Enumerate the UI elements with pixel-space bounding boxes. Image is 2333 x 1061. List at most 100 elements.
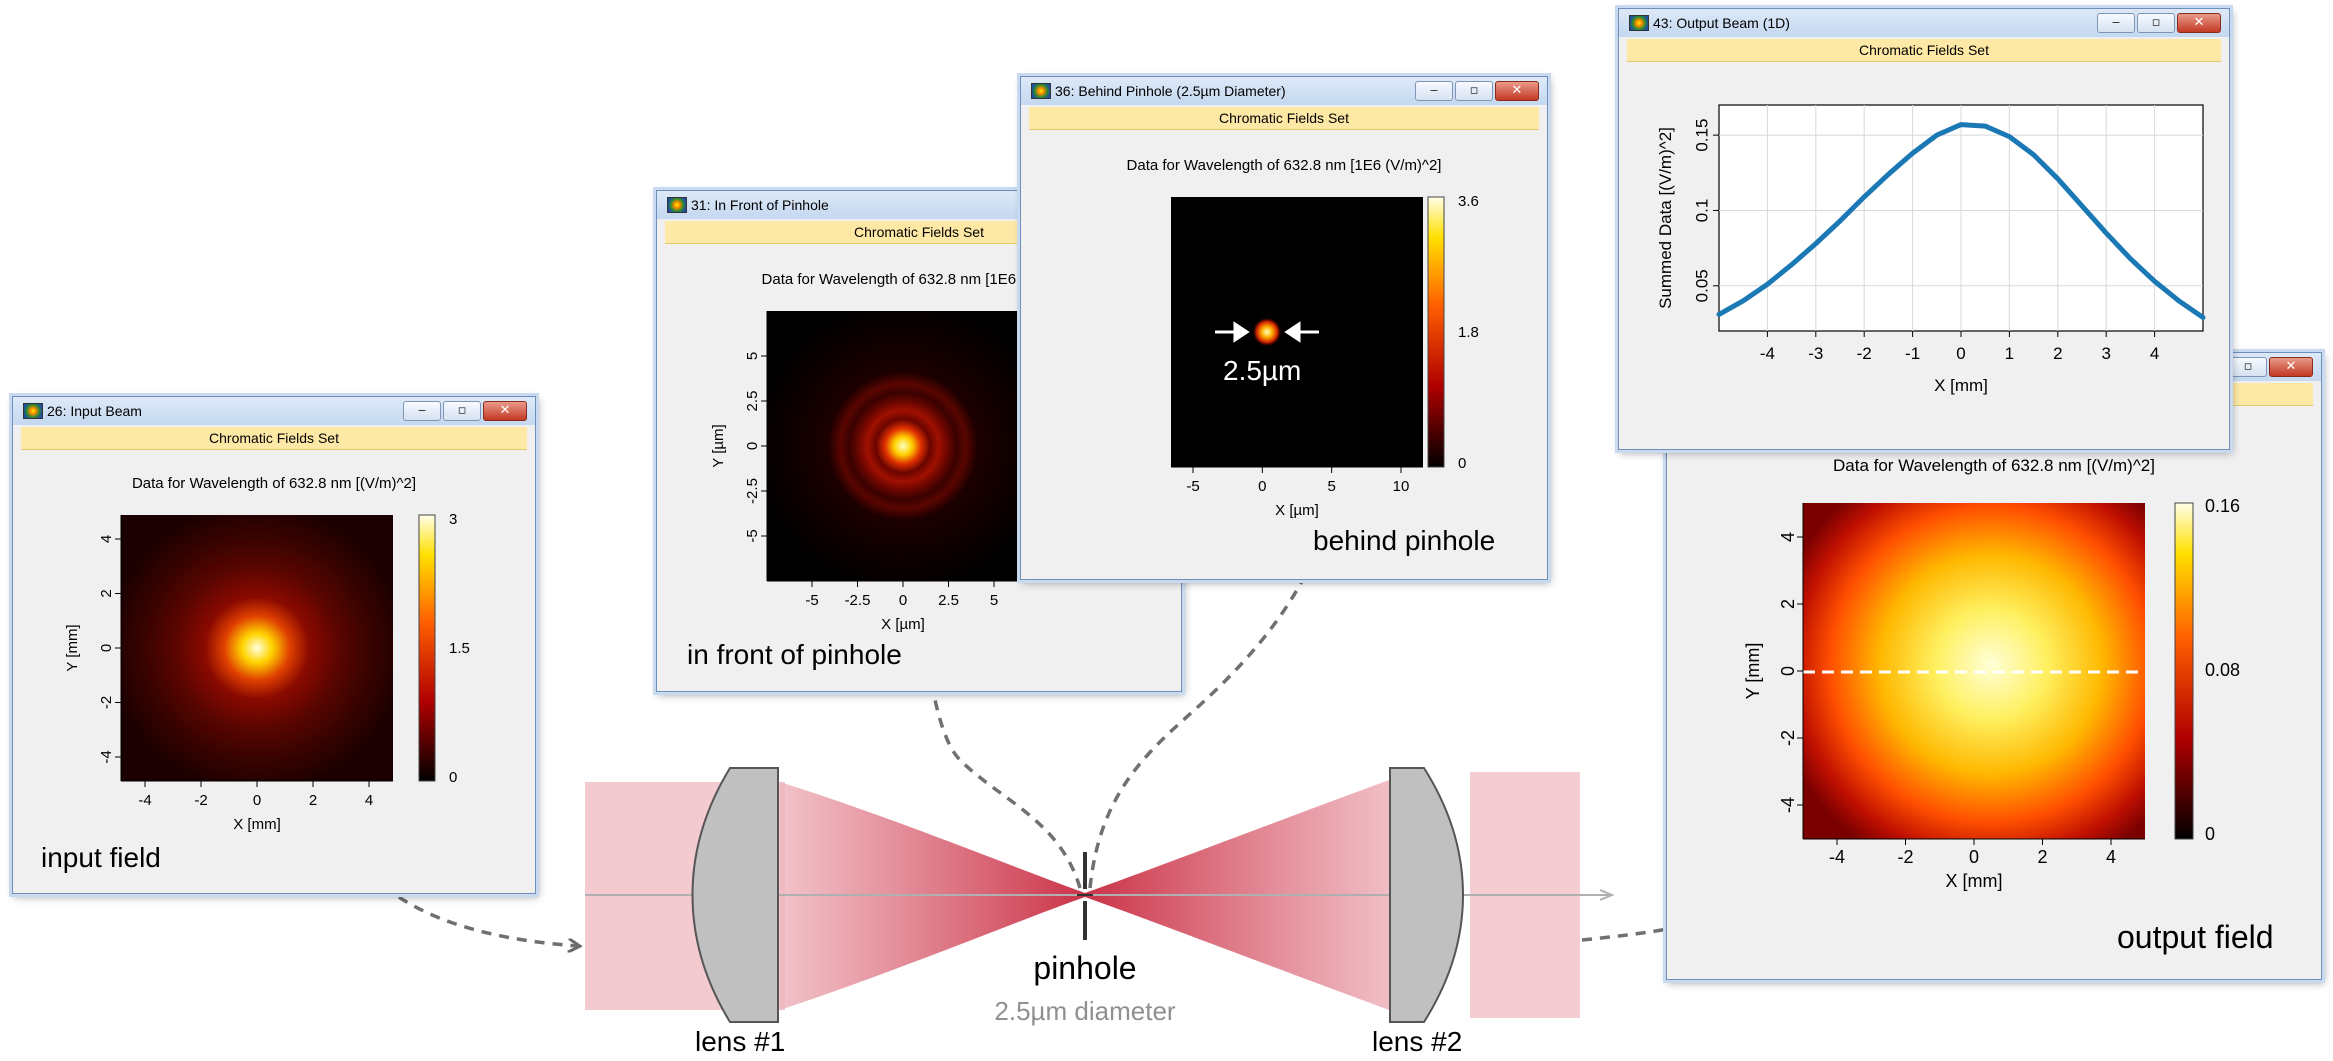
- window-output-field[interactable]: ‒ ▫ ✕ Data for Wavelength of 632.8 nm [(…: [1666, 352, 2322, 980]
- app-icon: [23, 403, 43, 419]
- y-tick-label: -2: [98, 696, 115, 709]
- y-axis-label: Y [µm]: [710, 424, 727, 467]
- window-title: 26: Input Beam: [47, 403, 142, 419]
- field-plot: -4 -2 0 2 4 X [mm] 4 2 0 -2 -4 Y [mm] 3 1.5 0: [64, 511, 470, 833]
- series-line-0: [1716, 122, 2206, 320]
- colorbar: [1427, 196, 1445, 468]
- y-tick-label: -2.5: [744, 478, 761, 504]
- app-icon: [1629, 15, 1649, 31]
- x-tick-label: 0: [899, 592, 907, 609]
- x-tick-label: 4: [2106, 847, 2116, 867]
- caption: in front of pinhole: [687, 639, 902, 670]
- y-tick-label: 0.15: [1692, 119, 1711, 152]
- x-tick-label: 4: [2150, 344, 2159, 363]
- minimize-button[interactable]: ‒: [1415, 81, 1453, 101]
- minimize-button[interactable]: ‒: [403, 401, 441, 421]
- field-plot: -5 0 5 10 X [µm] 3.6 1.8 0: [1171, 193, 1479, 519]
- data-label: Data for Wavelength of 632.8 nm [(V/m)^2…: [1833, 456, 2155, 475]
- titlebar[interactable]: 26: Input Beam ‒ ▫ ✕: [13, 397, 535, 425]
- minimize-icon: ‒: [417, 403, 427, 418]
- grid: [1719, 105, 2203, 331]
- y-axis-label: Summed Data [(V/m)^2]: [1656, 127, 1675, 309]
- minimize-icon: ‒: [1429, 83, 1439, 98]
- close-button[interactable]: ✕: [1495, 81, 1539, 101]
- x-tick-label: -4: [138, 792, 151, 809]
- close-button[interactable]: ✕: [483, 401, 527, 421]
- y-tick-label: 2.5: [744, 391, 761, 412]
- fields-set-bar: Chromatic Fields Set: [1029, 107, 1539, 130]
- x-tick-label: 0: [1969, 847, 1979, 867]
- x-tick-label: 3: [2101, 344, 2110, 363]
- y-axis-label: Y [mm]: [64, 624, 81, 671]
- window-title: 36: Behind Pinhole (2.5µm Diameter): [1055, 83, 1286, 99]
- x-tick-label: -2: [1897, 847, 1913, 867]
- x-tick-label: -2: [194, 792, 207, 809]
- x-tick-label: -4: [1760, 344, 1775, 363]
- colorbar: [418, 514, 436, 782]
- lens-1-label: lens #1: [695, 1026, 786, 1057]
- close-icon: ✕: [2193, 15, 2205, 30]
- line-chart: -4 -3 -2 -1 0 1 2 3 4 0.15 0.1 0.05 X [mm] Summed Dat…: [1656, 104, 2206, 395]
- colorbar-tick-label: 1.5: [449, 640, 470, 657]
- x-tick-label: -5: [805, 592, 818, 609]
- x-tick-label: -5: [1186, 478, 1199, 495]
- lens-2-label: lens #2: [1372, 1026, 1463, 1057]
- colorbar-tick-label: 0.16: [2205, 496, 2240, 516]
- x-tick-label: 1: [2005, 344, 2014, 363]
- colorbar-tick-label: 0: [1458, 455, 1466, 472]
- window-title: 31: In Front of Pinhole: [691, 197, 829, 213]
- x-tick-label: 0: [1956, 344, 1965, 363]
- window-input-beam[interactable]: 26: Input Beam ‒ ▫ ✕ Chromatic Fields Se…: [12, 396, 536, 894]
- x-tick-label: 2: [309, 792, 317, 809]
- window-behind-pinhole[interactable]: 36: Behind Pinhole (2.5µm Diameter) ‒ ▫ …: [1020, 76, 1548, 580]
- x-axis-label: X [mm]: [233, 816, 281, 833]
- data-label: Data for Wavelength of 632.8 nm [(V/m)^2…: [131, 475, 417, 492]
- colorbar-tick-label: 0.08: [2205, 660, 2240, 680]
- field-plot: -4 -2 0 2 4 X [mm] 4 2 0 -2 -4 Y [mm] 0.16 0.08 0: [1743, 496, 2240, 891]
- diameter-annotation: 2.5µm: [1223, 355, 1302, 386]
- fields-set-bar: Chromatic Fields Set: [1627, 39, 2221, 62]
- y-axis-label: Y [mm]: [1743, 643, 1763, 700]
- x-tick-label: -2.5: [845, 592, 871, 609]
- diameter-arrows: [1215, 321, 1319, 343]
- maximize-button[interactable]: ▫: [2137, 13, 2175, 33]
- titlebar[interactable]: 36: Behind Pinhole (2.5µm Diameter) ‒ ▫ …: [1021, 77, 1547, 105]
- y-tick-label: -4: [98, 750, 115, 763]
- maximize-icon: ▫: [2151, 15, 2161, 30]
- maximize-icon: ▫: [1469, 83, 1479, 98]
- x-tick-label: 2.5: [938, 592, 959, 609]
- window-output-beam-1d[interactable]: 43: Output Beam (1D) ‒ ▫ ✕ Chromatic Fie…: [1618, 8, 2230, 450]
- minimize-button[interactable]: ‒: [2097, 13, 2135, 33]
- x-axis-label: X [mm]: [1934, 376, 1988, 395]
- titlebar[interactable]: 43: Output Beam (1D) ‒ ▫ ✕: [1619, 9, 2229, 37]
- lens-1: [691, 767, 779, 1023]
- y-tick-label: -4: [1778, 797, 1798, 813]
- x-tick-label: 0: [253, 792, 261, 809]
- x-tick-label: 0: [1258, 478, 1266, 495]
- close-button[interactable]: ✕: [2269, 357, 2313, 377]
- pinhole-label: pinhole: [1033, 950, 1137, 986]
- close-icon: ✕: [2285, 359, 2297, 374]
- x-axis-label: X [mm]: [1946, 871, 2003, 891]
- colorbar-tick-label: 3.6: [1458, 193, 1479, 210]
- maximize-button[interactable]: ▫: [1455, 81, 1493, 101]
- plot-ticks: -5 0 5 10 X [µm] 3.6 1.8 0: [1186, 193, 1479, 519]
- maximize-button[interactable]: ▫: [2229, 357, 2267, 377]
- focused-spot: [1252, 317, 1282, 347]
- caption: output field: [2117, 919, 2274, 955]
- y-tick-label: 4: [98, 535, 115, 543]
- caption: input field: [41, 842, 161, 873]
- data-label: Data for Wavelength of 632.8 nm [1E6 (V/…: [761, 271, 1077, 288]
- field-image: [767, 311, 1039, 581]
- maximize-icon: ▫: [2243, 359, 2253, 374]
- plot-ticks: -4 -2 0 2 4 X [mm] 4 2 0 -2 -4 Y [mm] 3 1.5 0: [64, 511, 470, 833]
- x-tick-label: 2: [2053, 344, 2062, 363]
- close-button[interactable]: ✕: [2177, 13, 2221, 33]
- minimize-icon: ‒: [2111, 15, 2121, 30]
- lens-2: [1389, 767, 1464, 1023]
- y-tick-label: 4: [1778, 532, 1798, 542]
- maximize-button[interactable]: ▫: [443, 401, 481, 421]
- maximize-icon: ▫: [457, 403, 467, 418]
- app-icon: [667, 197, 687, 213]
